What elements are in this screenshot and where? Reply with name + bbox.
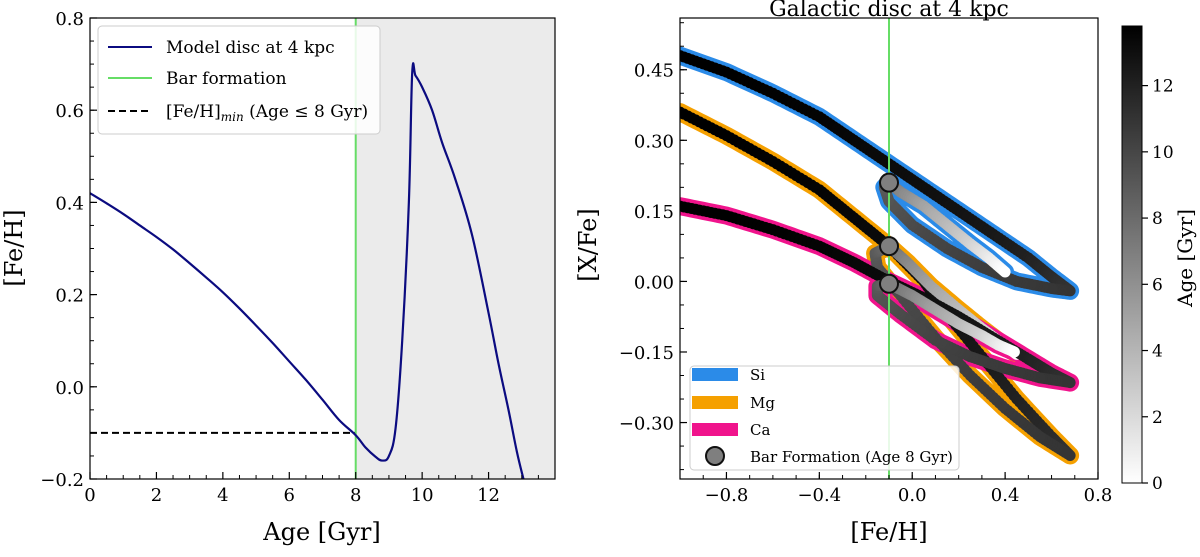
- left-legend-box: [97, 25, 381, 135]
- left-x-tick-label: 10: [411, 485, 434, 506]
- left-y-tick-label: 0.2: [55, 286, 84, 307]
- left-y-tick-label: −0.2: [40, 470, 84, 491]
- left-x-axis-label: Age [Gyr]: [262, 518, 380, 546]
- right-x-tick-label: 0.0: [898, 485, 927, 506]
- left-y-tick-label: 0.8: [55, 9, 84, 30]
- legend-swatch-ca: [692, 423, 738, 436]
- left-x-tick-label: 8: [350, 485, 361, 506]
- colorbar: 0 2 4 6 8 10 12 Age [Gyr]: [1121, 25, 1197, 494]
- right-y-tick-label: 0.15: [634, 202, 674, 223]
- left-x-tick-label: 4: [217, 485, 228, 506]
- right-y-tick-label: 0.00: [634, 272, 674, 293]
- bar-formation-marker-si: [879, 172, 899, 193]
- series-line-1: [90, 62, 525, 479]
- colorbar-tick-label: 10: [1152, 143, 1174, 163]
- colorbar-tick-label: 2: [1152, 408, 1163, 428]
- legend-label-model: Model disc at 4 kpc: [166, 38, 335, 58]
- left-shaded-region: [355, 18, 555, 479]
- legend-femin-rest: (Age ≤ 8 Gyr): [244, 102, 368, 122]
- colorbar-tick-label: 4: [1152, 342, 1163, 362]
- legend-femin-sub: min: [221, 110, 244, 124]
- left-chart: 0 2 4 6 8 10 12 −0.2 0.0 0.2 0.4 0.6 0.8 Age [Gyr] […: [0, 9, 556, 546]
- colorbar-tick-label: 0: [1152, 474, 1163, 494]
- colorbar-tick-label: 6: [1152, 275, 1163, 295]
- left-legend: Model disc at 4 kpc Bar formation [Fe/H]…: [97, 25, 381, 135]
- left-y-tick-label: 0.6: [55, 101, 84, 122]
- right-x-tick-label: 0.4: [991, 485, 1020, 506]
- right-y-tick-label: −0.15: [619, 343, 674, 364]
- legend-label-bar: Bar formation: [166, 69, 287, 89]
- left-x-tick-label: 12: [477, 485, 500, 506]
- bar-formation-marker-mg: [879, 236, 899, 257]
- point-si: [999, 266, 1011, 278]
- legend-label-femin: [Fe/H]min (Age ≤ 8 Gyr): [166, 102, 368, 124]
- right-legend-box: [689, 365, 960, 471]
- colorbar-tick-label: 8: [1152, 209, 1163, 229]
- legend-label-bar-formation: Bar Formation (Age 8 Gyr): [750, 448, 953, 466]
- legend-femin-main: [Fe/H]: [166, 102, 221, 122]
- legend-label-si: Si: [750, 366, 765, 384]
- left-x-tick-label: 0: [84, 485, 95, 506]
- right-x-tick-label: 0.8: [1084, 485, 1113, 506]
- colorbar-label: Age [Gyr]: [1173, 209, 1197, 308]
- right-x-axis-label: [Fe/H]: [850, 518, 927, 546]
- bar-formation-marker-ca: [879, 273, 899, 294]
- legend-marker-bar-formation: [705, 446, 725, 466]
- legend-swatch-si: [692, 368, 738, 381]
- right-y-axis-label: [X/Fe]: [574, 208, 602, 281]
- left-y-tick-label: 0.4: [55, 193, 84, 214]
- left-y-axis-label: [Fe/H]: [0, 209, 28, 286]
- legend-label-ca: Ca: [750, 421, 770, 439]
- right-x-tick-label: −0.4: [797, 485, 841, 506]
- legend-swatch-mg: [692, 396, 738, 409]
- left-x-tick-label: 6: [284, 485, 295, 506]
- right-x-tick-label: −0.8: [705, 485, 749, 506]
- right-y-tick-label: −0.30: [619, 414, 674, 435]
- right-chart-title: Galactic disc at 4 kpc: [769, 0, 1009, 22]
- point-ca: [1008, 346, 1020, 358]
- right-legend: Si Mg Ca Bar Formation (Age 8 Gyr): [689, 365, 960, 471]
- legend-label-mg: Mg: [750, 394, 775, 412]
- colorbar-tick-label: 12: [1152, 77, 1174, 97]
- right-y-tick-label: 0.45: [634, 61, 674, 82]
- left-x-tick-label: 2: [151, 485, 162, 506]
- right-chart: Galactic disc at 4 kpc −0.8 −0.4 0.0 0.4 0.8…: [574, 0, 1112, 546]
- left-y-tick-label: 0.0: [55, 378, 84, 399]
- right-y-tick-label: 0.30: [634, 131, 674, 152]
- colorbar-gradient: [1121, 25, 1143, 484]
